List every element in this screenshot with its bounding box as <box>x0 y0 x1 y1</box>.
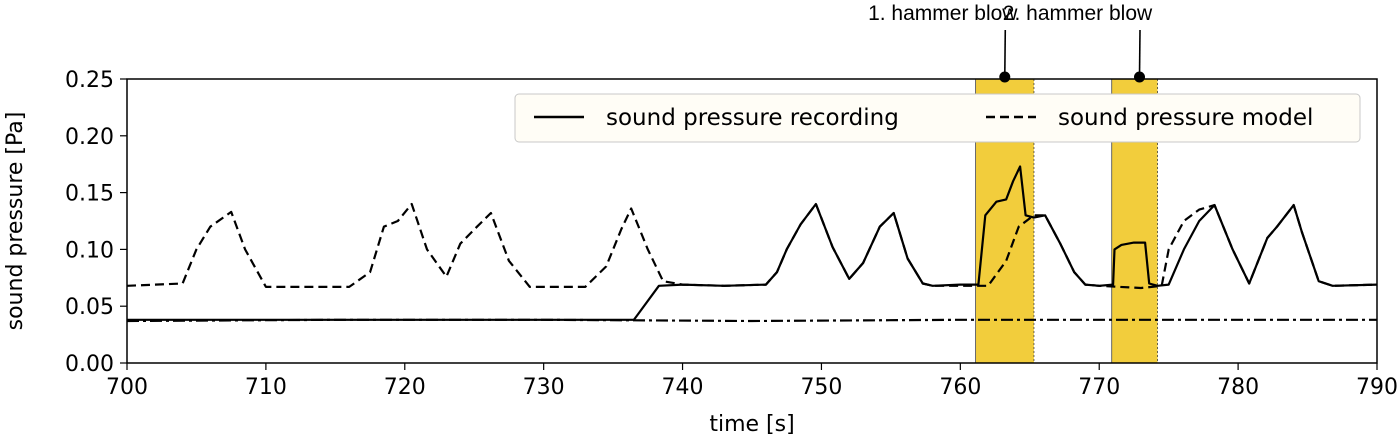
legend-label-2: sound pressure model <box>1058 105 1313 131</box>
annotation-arrow-1 <box>1003 29 1007 78</box>
legend: sound pressure recording sound pressure m… <box>514 93 1361 143</box>
y-tick-label: 0.25 <box>65 68 114 93</box>
y-tick-label: 0.10 <box>65 238 114 263</box>
legend-box <box>514 93 1361 143</box>
x-axis-label: time [s] <box>709 412 794 437</box>
y-tick-label: 0.00 <box>65 352 114 377</box>
plot-frame <box>126 78 1378 364</box>
x-tick-label: 780 <box>1217 375 1259 400</box>
x-tick-label: 700 <box>106 375 148 400</box>
x-tick-label: 770 <box>1078 375 1120 400</box>
series-layer <box>126 165 1378 323</box>
x-tick-label: 760 <box>939 375 981 400</box>
x-tick-label: 730 <box>523 375 565 400</box>
legend-label-1: sound pressure recording <box>606 105 899 131</box>
y-tick-label: 0.15 <box>65 182 114 207</box>
series-line-3 <box>126 318 1377 323</box>
y-axis-ticks: 0.00 0.05 0.10 0.15 0.20 0.25 <box>65 68 127 377</box>
x-tick-label: 750 <box>800 375 842 400</box>
x-tick-label: 790 <box>1356 375 1398 400</box>
series-line-1 <box>127 165 1378 321</box>
annotation-marker-2 <box>1134 71 1145 83</box>
x-axis-ticks: 700 710 720 730 740 750 760 770 780 790 <box>106 363 1398 400</box>
annotation-marker-1 <box>999 71 1011 83</box>
y-tick-label: 0.05 <box>65 295 114 320</box>
series-line-2 <box>126 202 1378 290</box>
x-tick-label: 710 <box>245 375 287 400</box>
annotation-label-1: 1. hammer blow <box>868 2 1018 25</box>
y-tick-label: 0.20 <box>65 125 114 150</box>
x-tick-label: 740 <box>662 375 704 400</box>
annotation-label-2: 2. hammer blow <box>1003 2 1153 25</box>
x-tick-label: 720 <box>384 375 426 400</box>
annotation-arrow-2 <box>1138 29 1141 78</box>
y-axis-label: sound pressure [Pa] <box>3 112 28 331</box>
